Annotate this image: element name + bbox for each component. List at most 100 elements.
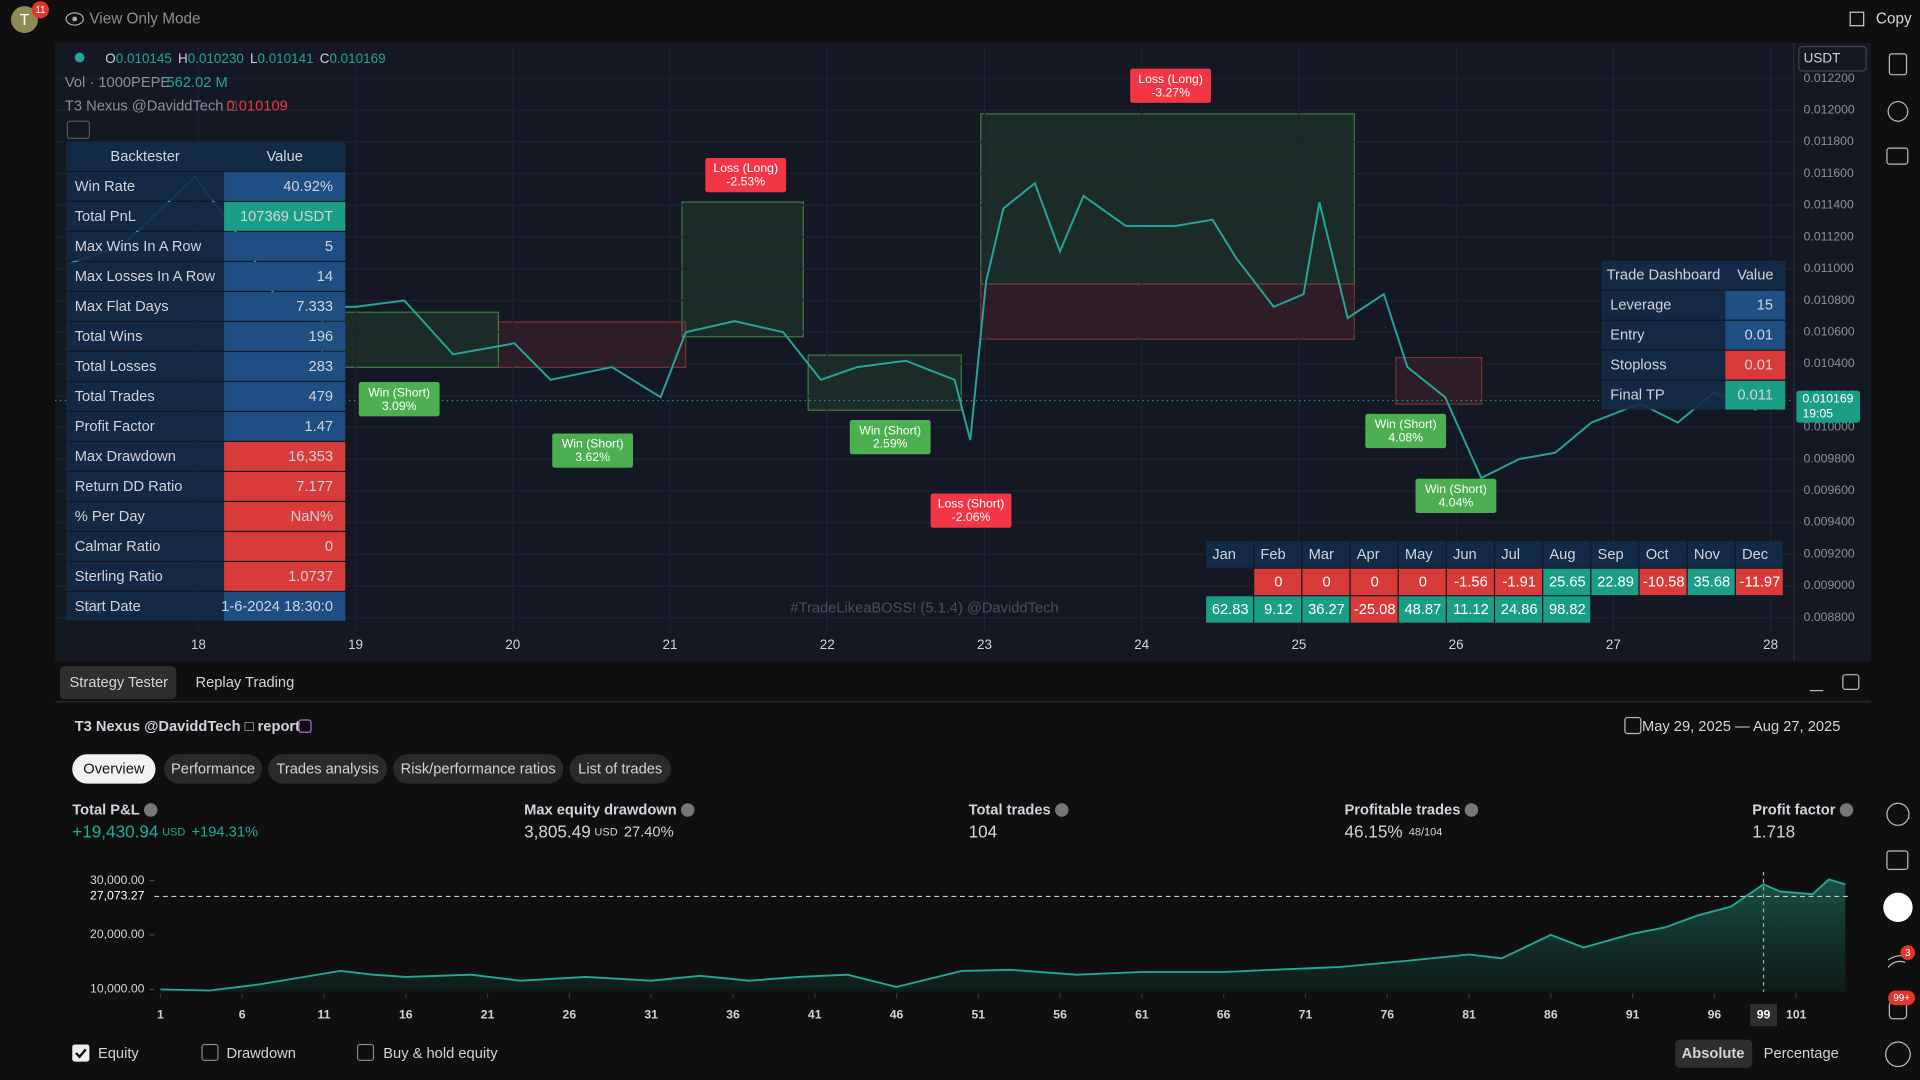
report-tab-bg[interactable] bbox=[72, 754, 156, 784]
report-tab-bg[interactable] bbox=[164, 754, 263, 784]
metric-extra: +194.31% bbox=[191, 825, 258, 841]
replay-icon[interactable] bbox=[1886, 802, 1910, 826]
x-tick-label: 19 bbox=[348, 637, 363, 652]
legend-buyhold[interactable]: Buy & hold equity bbox=[383, 1046, 498, 1062]
calendar-icon[interactable] bbox=[1624, 716, 1642, 735]
apps-icon[interactable] bbox=[1883, 892, 1913, 923]
maximize-icon[interactable] bbox=[1842, 674, 1860, 690]
sl-zone bbox=[980, 283, 1355, 340]
trade-label-box bbox=[930, 493, 1012, 528]
report-tab[interactable]: Performance bbox=[171, 761, 255, 777]
y-tick-label: 0.009600 bbox=[1804, 483, 1855, 497]
trade-result: Loss (Long) bbox=[713, 161, 778, 175]
trade-pct: 3.62% bbox=[575, 450, 610, 464]
table-value-cell bbox=[224, 262, 346, 291]
table-label-cell bbox=[1601, 320, 1726, 350]
copy-icon[interactable] bbox=[1849, 11, 1865, 27]
report-tab-bg[interactable] bbox=[268, 754, 387, 784]
live-dot bbox=[74, 52, 85, 63]
collapse-button[interactable] bbox=[66, 120, 90, 139]
y-tick-label: 0.012200 bbox=[1804, 71, 1855, 85]
month-value: 0 bbox=[1419, 574, 1427, 590]
table-label-cell bbox=[1601, 380, 1726, 410]
month-header-cell bbox=[1254, 541, 1302, 568]
date-range[interactable]: May 29, 2025 — Aug 27, 2025 bbox=[1642, 719, 1840, 735]
y-tick-label: 0.010400 bbox=[1804, 356, 1855, 370]
trade-pct: 2.59% bbox=[873, 437, 908, 451]
buyhold-checkbox[interactable] bbox=[356, 1043, 375, 1062]
copy-button[interactable]: Copy bbox=[1876, 11, 1912, 28]
month-value: 36.27 bbox=[1308, 602, 1345, 618]
ohlc-value: 0.010141 bbox=[257, 50, 313, 65]
table-label: Return DD Ratio bbox=[75, 479, 183, 495]
month-header-cell bbox=[1495, 541, 1543, 568]
month-value: 11.12 bbox=[1453, 602, 1489, 618]
ohlc-key: H bbox=[178, 50, 188, 65]
month-cell bbox=[1398, 596, 1446, 623]
y-tick-label: 0.011800 bbox=[1804, 134, 1854, 148]
y-tick-label: 0.008800 bbox=[1804, 610, 1855, 624]
currency-select[interactable] bbox=[1798, 45, 1867, 72]
avatar[interactable] bbox=[11, 6, 38, 34]
month-cell bbox=[1302, 596, 1350, 623]
table-label-cell bbox=[66, 172, 225, 201]
table-label: Max Wins In A Row bbox=[75, 239, 202, 255]
help-icon[interactable] bbox=[1885, 1041, 1911, 1068]
table-label-cell bbox=[66, 472, 225, 501]
table-header: Value bbox=[266, 149, 302, 165]
panel-tab[interactable]: Replay Trading bbox=[195, 675, 294, 691]
table-value-cell bbox=[224, 382, 346, 411]
x-tick-label: 36 bbox=[726, 1007, 740, 1021]
month-cell bbox=[1350, 596, 1398, 623]
y-tick-label: 0.011000 bbox=[1804, 261, 1854, 275]
table-value-cell bbox=[1725, 350, 1786, 380]
scale-mode[interactable]: Percentage bbox=[1764, 1046, 1839, 1062]
table-label: Profit Factor bbox=[75, 419, 155, 435]
month-value: 62.83 bbox=[1212, 602, 1249, 618]
report-tab[interactable]: Risk/performance ratios bbox=[401, 761, 556, 777]
month-cell bbox=[1495, 596, 1543, 623]
report-tab-bg[interactable] bbox=[393, 754, 564, 784]
report-tab[interactable]: Overview bbox=[83, 761, 145, 777]
report-tab-bg[interactable] bbox=[569, 754, 672, 784]
equity-line bbox=[160, 878, 1846, 992]
alerts-icon[interactable] bbox=[1887, 101, 1909, 122]
month-header-cell bbox=[1591, 541, 1639, 568]
mode-active[interactable] bbox=[1675, 1039, 1753, 1068]
equity-checkbox[interactable] bbox=[72, 1044, 90, 1062]
legend-equity[interactable]: Equity bbox=[98, 1046, 139, 1062]
chat-icon[interactable] bbox=[1886, 147, 1909, 165]
eye-icon bbox=[65, 12, 84, 26]
legend-drawdown[interactable]: Drawdown bbox=[227, 1046, 296, 1062]
month-value: -25.08 bbox=[1354, 602, 1396, 618]
y-tick-label: 0.009800 bbox=[1804, 451, 1855, 465]
table-header: Backtester bbox=[110, 149, 179, 165]
month-value: 98.82 bbox=[1549, 602, 1586, 618]
month-cell bbox=[1398, 568, 1446, 596]
month-header: Apr bbox=[1357, 547, 1380, 563]
drawdown-checkbox[interactable] bbox=[201, 1043, 219, 1062]
report-tab[interactable]: List of trades bbox=[578, 761, 662, 777]
metric-number: 104 bbox=[969, 821, 998, 841]
x-tick-label: 66 bbox=[1217, 1007, 1231, 1021]
tab-active[interactable] bbox=[60, 666, 177, 700]
month-cell bbox=[1543, 568, 1591, 596]
overlay-tables: Backtester Value Win Rate 40.92% Total PnL 10… bbox=[66, 142, 1786, 623]
table-value: NaN% bbox=[291, 509, 333, 525]
calendar-icon[interactable] bbox=[1886, 850, 1909, 871]
month-cell bbox=[1206, 596, 1254, 623]
month-header-cell bbox=[1398, 541, 1446, 568]
report-tab[interactable]: Trades analysis bbox=[276, 761, 378, 777]
table-value: 1.47 bbox=[304, 419, 333, 435]
currency: USDT bbox=[1804, 50, 1841, 65]
metric-value: +19,430.94 USD +194.31% bbox=[72, 821, 258, 841]
panel-tab[interactable]: Strategy Tester bbox=[70, 675, 169, 691]
table-label-cell bbox=[1601, 350, 1726, 380]
x-tick-label: 18 bbox=[191, 637, 206, 652]
y-tick-label: 10,000.00 bbox=[90, 982, 145, 996]
watchlist-icon[interactable] bbox=[1888, 53, 1908, 76]
table-label-cell bbox=[66, 592, 225, 621]
metric-label: Total trades bbox=[969, 802, 1051, 818]
report-icon bbox=[298, 719, 312, 733]
scale-mode[interactable]: Absolute bbox=[1682, 1046, 1745, 1062]
